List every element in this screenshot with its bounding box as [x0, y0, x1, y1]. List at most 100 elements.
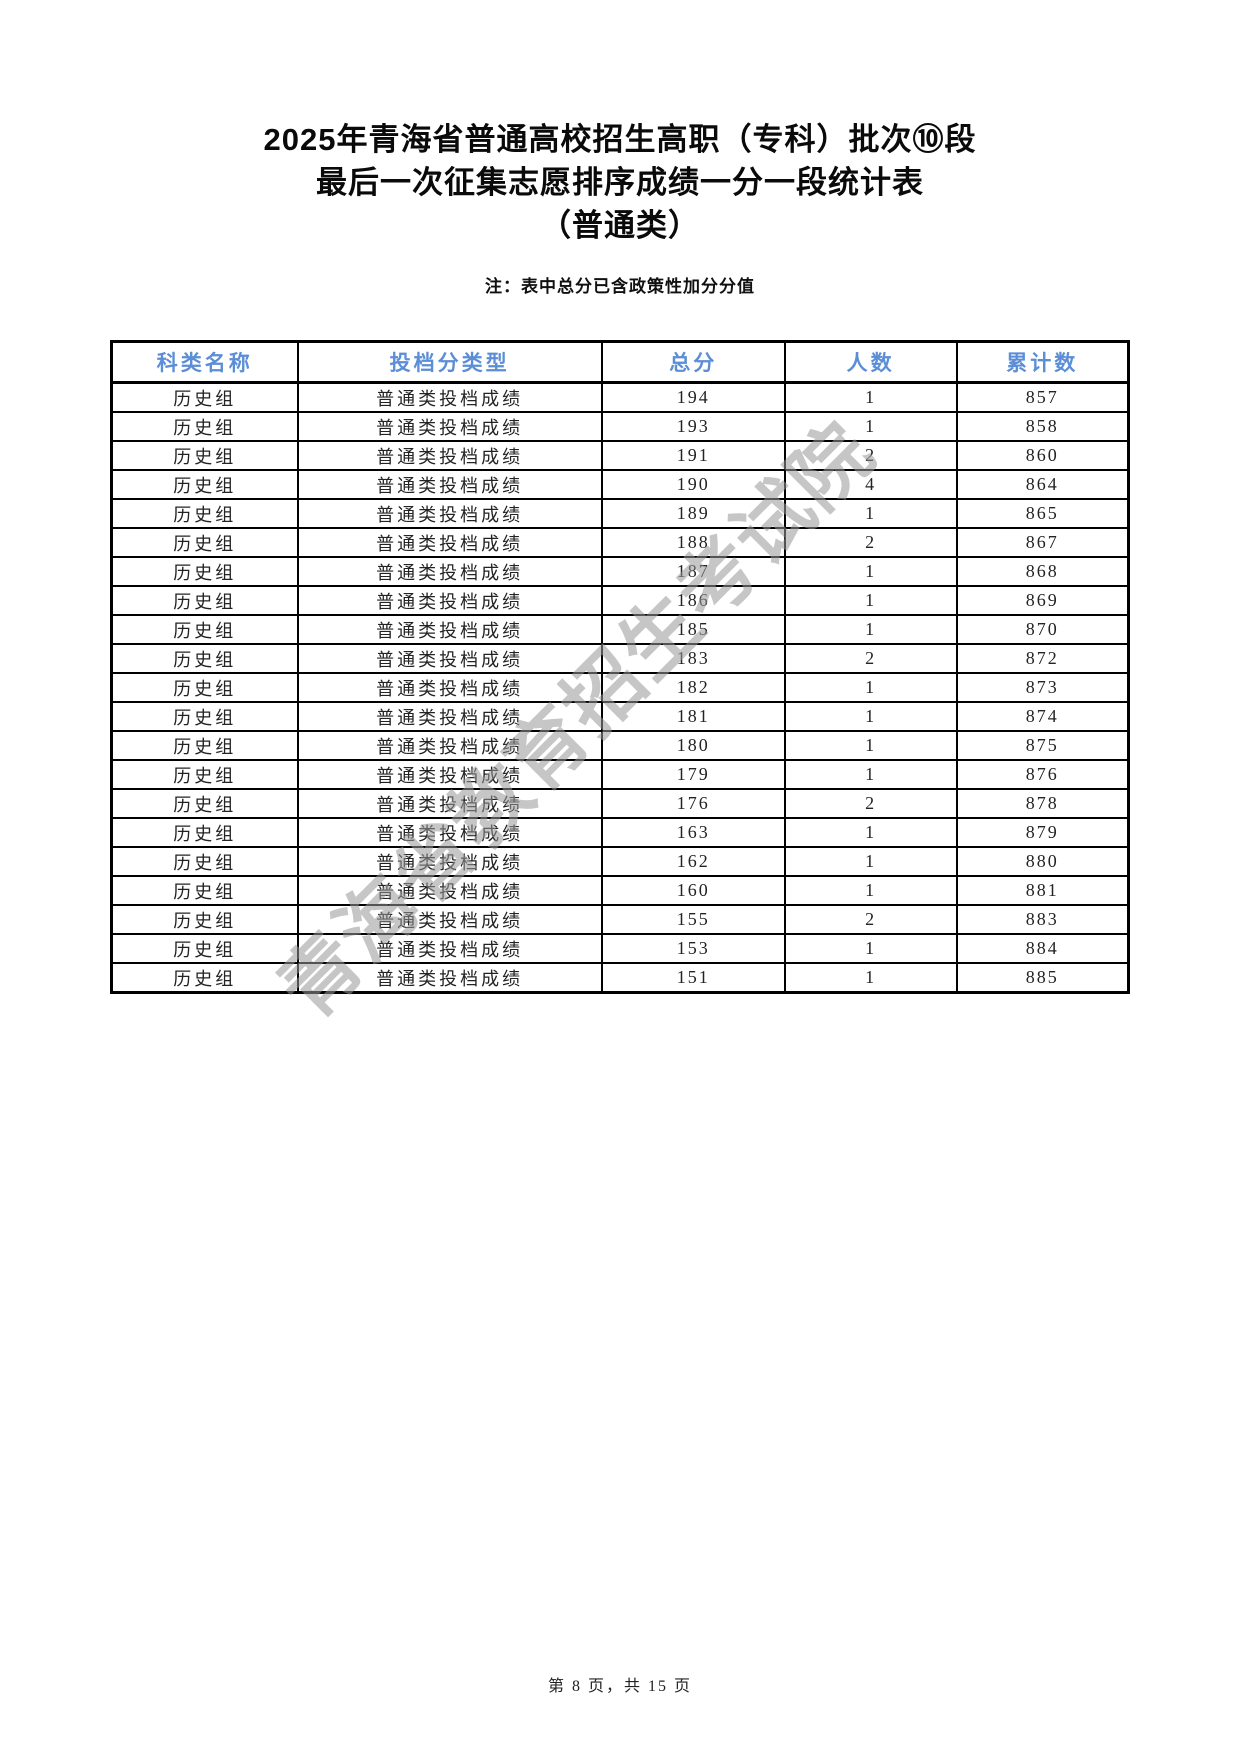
table-header: 科类名称 投档分类型 总分 人数 累计数: [109, 340, 1130, 384]
cell-cumulative: 880: [955, 846, 1130, 877]
title-line-2: 最后一次征集志愿排序成绩一分一段统计表: [316, 165, 924, 200]
cell-category: 历史组: [109, 498, 299, 529]
cell-total-score: 162: [600, 846, 786, 877]
cell-score-type: 普通类投档成绩: [296, 440, 603, 471]
cell-category: 历史组: [109, 556, 299, 587]
cell-count: 1: [783, 672, 958, 703]
cell-score-type: 普通类投档成绩: [296, 614, 603, 645]
table-body: 历史组 普通类投档成绩 194 1 857 历史组 普通类投档成绩 193 1 …: [109, 381, 1130, 994]
cell-category: 历史组: [109, 469, 299, 500]
cell-total-score: 190: [600, 469, 786, 500]
cell-cumulative: 864: [955, 469, 1130, 500]
table-row: 历史组 普通类投档成绩 185 1 870: [109, 614, 1130, 645]
cell-total-score: 193: [600, 411, 786, 442]
cell-count: 1: [783, 933, 958, 964]
cell-total-score: 191: [600, 440, 786, 471]
cell-score-type: 普通类投档成绩: [296, 469, 603, 500]
cell-cumulative: 884: [955, 933, 1130, 964]
cell-count: 1: [783, 846, 958, 877]
cell-category: 历史组: [109, 585, 299, 616]
cell-total-score: 188: [600, 527, 786, 558]
cell-count: 1: [783, 614, 958, 645]
column-header-total-score: 总分: [600, 340, 786, 384]
cell-category: 历史组: [109, 614, 299, 645]
cell-cumulative: 876: [955, 759, 1130, 790]
title-line-1: 2025年青海省普通高校招生高职（专科）批次⑩段: [263, 122, 977, 157]
cell-total-score: 155: [600, 904, 786, 935]
cell-cumulative: 873: [955, 672, 1130, 703]
cell-score-type: 普通类投档成绩: [296, 527, 603, 558]
cell-count: 1: [783, 701, 958, 732]
cell-total-score: 179: [600, 759, 786, 790]
cell-cumulative: 885: [955, 962, 1130, 994]
cell-total-score: 189: [600, 498, 786, 529]
table-row: 历史组 普通类投档成绩 191 2 860: [109, 440, 1130, 471]
cell-count: 4: [783, 469, 958, 500]
cell-score-type: 普通类投档成绩: [296, 411, 603, 442]
cell-total-score: 180: [600, 730, 786, 761]
cell-category: 历史组: [109, 643, 299, 674]
page-number-footer: 第 8 页，共 15 页: [547, 1678, 692, 1695]
cell-cumulative: 878: [955, 788, 1130, 819]
table-row: 历史组 普通类投档成绩 181 1 874: [109, 701, 1130, 732]
table-row: 历史组 普通类投档成绩 179 1 876: [109, 759, 1130, 790]
cell-category: 历史组: [109, 440, 299, 471]
table-row: 历史组 普通类投档成绩 180 1 875: [109, 730, 1130, 761]
cell-count: 2: [783, 527, 958, 558]
cell-count: 1: [783, 498, 958, 529]
title-line-3: （普通类）: [540, 208, 700, 243]
cell-score-type: 普通类投档成绩: [296, 672, 603, 703]
cell-total-score: 182: [600, 672, 786, 703]
table-row: 历史组 普通类投档成绩 187 1 868: [109, 556, 1130, 587]
cell-cumulative: 881: [955, 875, 1130, 906]
cell-cumulative: 860: [955, 440, 1130, 471]
cell-count: 1: [783, 411, 958, 442]
table-row: 历史组 普通类投档成绩 194 1 857: [109, 381, 1130, 413]
cell-cumulative: 874: [955, 701, 1130, 732]
cell-cumulative: 870: [955, 614, 1130, 645]
table-row: 历史组 普通类投档成绩 182 1 873: [109, 672, 1130, 703]
cell-cumulative: 875: [955, 730, 1130, 761]
cell-total-score: 185: [600, 614, 786, 645]
cell-category: 历史组: [109, 904, 299, 935]
cell-count: 1: [783, 585, 958, 616]
cell-score-type: 普通类投档成绩: [296, 817, 603, 848]
table-row: 历史组 普通类投档成绩 151 1 885: [109, 962, 1130, 994]
cell-score-type: 普通类投档成绩: [296, 498, 603, 529]
cell-category: 历史组: [109, 962, 299, 994]
cell-score-type: 普通类投档成绩: [296, 730, 603, 761]
cell-total-score: 176: [600, 788, 786, 819]
cell-score-type: 普通类投档成绩: [296, 904, 603, 935]
cell-count: 1: [783, 962, 958, 994]
column-header-category: 科类名称: [109, 340, 299, 384]
cell-category: 历史组: [109, 672, 299, 703]
cell-count: 1: [783, 759, 958, 790]
column-header-count: 人数: [783, 340, 958, 384]
cell-cumulative: 883: [955, 904, 1130, 935]
cell-category: 历史组: [109, 527, 299, 558]
table-row: 历史组 普通类投档成绩 186 1 869: [109, 585, 1130, 616]
table-row: 历史组 普通类投档成绩 189 1 865: [109, 498, 1130, 529]
cell-category: 历史组: [109, 701, 299, 732]
cell-score-type: 普通类投档成绩: [296, 962, 603, 994]
cell-total-score: 160: [600, 875, 786, 906]
cell-category: 历史组: [109, 933, 299, 964]
table-row: 历史组 普通类投档成绩 193 1 858: [109, 411, 1130, 442]
cell-total-score: 163: [600, 817, 786, 848]
cell-count: 1: [783, 381, 958, 413]
page-title: 2025年青海省普通高校招生高职（专科）批次⑩段 最后一次征集志愿排序成绩一分一…: [0, 118, 1240, 247]
cell-category: 历史组: [109, 759, 299, 790]
cell-score-type: 普通类投档成绩: [296, 933, 603, 964]
cell-category: 历史组: [109, 730, 299, 761]
cell-count: 1: [783, 730, 958, 761]
cell-cumulative: 865: [955, 498, 1130, 529]
cell-score-type: 普通类投档成绩: [296, 846, 603, 877]
cell-cumulative: 868: [955, 556, 1130, 587]
table-row: 历史组 普通类投档成绩 190 4 864: [109, 469, 1130, 500]
cell-total-score: 151: [600, 962, 786, 994]
table-row: 历史组 普通类投档成绩 162 1 880: [109, 846, 1130, 877]
cell-score-type: 普通类投档成绩: [296, 788, 603, 819]
cell-total-score: 187: [600, 556, 786, 587]
table-row: 历史组 普通类投档成绩 155 2 883: [109, 904, 1130, 935]
cell-total-score: 183: [600, 643, 786, 674]
